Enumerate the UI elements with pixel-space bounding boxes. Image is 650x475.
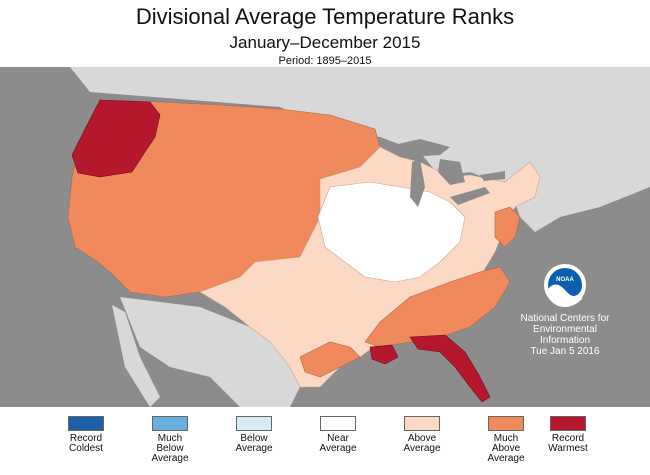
mexico-landmass [120,297,300,407]
legend-label: Near Average [319,433,357,454]
legend-item: Record Coldest [41,416,131,454]
credit-line-2: Environmental [533,324,597,335]
region-much-above-southeast [364,266,511,348]
legend-swatch [236,416,272,431]
lake-ontario [480,171,505,181]
canada-landmass [70,67,650,232]
legend-label: Below Average [235,433,273,454]
legend-item: Much Above Average [461,416,551,464]
temperature-rank-map: NOAA National Centers for Environmental … [0,67,650,407]
map-title: Divisional Average Temperature Ranks [135,4,515,29]
legend-item: Below Average [209,416,299,454]
noaa-logo: NOAA [544,264,586,307]
region-much-above-midatlantic [494,206,521,248]
region-near-average [317,181,466,283]
legend-item: Much Below Average [125,416,215,464]
map-subtitle: January–December 2015 [229,33,421,52]
legend-label: Much Below Average [151,433,189,464]
legend-item: Near Average [293,416,383,454]
region-record-warm-florida [409,334,491,403]
noaa-logo-text: NOAA [556,277,574,283]
baja-peninsula [112,305,160,407]
region-record-warm-northwest [71,99,161,178]
legend-swatch [68,416,104,431]
credit-line-3: Information [540,335,590,346]
lake-superior [385,139,450,157]
lake-michigan [410,159,425,207]
region-much-above-gulf [299,341,361,378]
lake-huron [438,159,465,185]
legend-label: Above Average [403,433,441,454]
legend-item: Above Average [377,416,467,454]
credit-date: Tue Jan 5 2016 [530,346,600,357]
legend-swatch [152,416,188,431]
period-label: Period: 1895–2015 [278,55,372,67]
legend-label: Much Above Average [487,433,525,464]
credit-line-1: National Centers for [521,313,611,324]
legend-swatch [550,416,586,431]
legend-swatch [320,416,356,431]
legend-item: Record Warmest [523,416,613,454]
legend-swatch [488,416,524,431]
legend-label: Record Coldest [69,433,103,454]
region-record-warm-louisiana [369,344,399,365]
lake-erie [450,187,490,205]
legend-label: Record Warmest [548,433,588,454]
legend-swatch [404,416,440,431]
